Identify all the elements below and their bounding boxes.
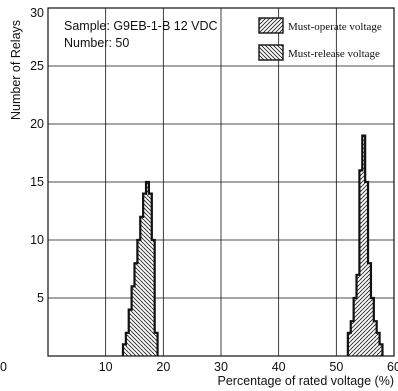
legend-swatch-must-release <box>258 44 284 61</box>
legend-label-must-release: Must-release voltage <box>288 48 380 60</box>
series-must-operate-voltage <box>346 134 384 356</box>
plot-frame <box>47 7 395 357</box>
histogram-bar <box>148 193 152 356</box>
y-tick-label: 20 <box>30 117 44 131</box>
histogram-bar <box>151 240 155 356</box>
y-tick-label: 15 <box>30 175 44 189</box>
histogram-bar <box>373 321 377 356</box>
histogram-bar <box>131 286 135 356</box>
bars-layer <box>121 134 384 356</box>
x-tick-labels: 0 10 20 30 40 50 60 <box>0 360 398 374</box>
y-tick-label: 10 <box>30 233 44 247</box>
histogram-bar <box>359 170 363 356</box>
legend-swatch-must-operate <box>258 17 284 34</box>
histogram-bar <box>143 193 147 356</box>
y-tick-labels: 5 10 15 20 25 30 <box>30 6 44 305</box>
histogram-bar <box>140 216 144 356</box>
histogram-bar <box>376 332 380 356</box>
x-tick-label: 50 <box>329 360 343 374</box>
histogram-bar <box>146 182 149 356</box>
histogram-bar <box>134 263 138 356</box>
histogram-bar <box>362 135 366 356</box>
number-annotation: Number: 50 <box>64 36 129 50</box>
x-axis-label: Percentage of rated voltage (%) <box>218 374 395 388</box>
histogram-outline <box>346 134 384 356</box>
histogram-bar <box>137 240 141 356</box>
legend-label-must-operate: Must-operate voltage <box>288 21 382 33</box>
y-tick-label: 5 <box>37 291 44 305</box>
histogram-bar <box>356 274 360 356</box>
grid-lines <box>48 8 394 356</box>
y-tick-label: 30 <box>30 6 44 20</box>
legend: Must-operate voltage Must-release voltag… <box>258 17 382 61</box>
histogram-bar <box>122 344 126 356</box>
histogram-bar <box>125 332 129 356</box>
x-tick-label: 10 <box>99 360 113 374</box>
histogram-bar <box>370 298 374 356</box>
histogram-bar <box>368 263 371 356</box>
y-tick-label: 25 <box>30 59 44 73</box>
histogram-bar <box>128 309 132 356</box>
sample-annotation: Sample: G9EB-1-B 12 VDC <box>64 19 218 33</box>
x-tick-label: 40 <box>272 360 286 374</box>
histogram-bar <box>353 298 357 356</box>
x-tick-label: 20 <box>156 360 170 374</box>
x-tick-label: 30 <box>214 360 228 374</box>
series-must-release-voltage <box>121 180 159 356</box>
x-tick-label: 0 <box>0 360 7 374</box>
y-axis-label: Number of Relays <box>9 20 23 120</box>
histogram-bar <box>154 332 158 356</box>
histogram-bar <box>347 332 351 356</box>
histogram-bar <box>350 321 354 356</box>
histogram-bar <box>379 344 383 356</box>
histogram-bar <box>365 182 369 356</box>
histogram-outline <box>121 180 159 356</box>
x-tick-label: 60 <box>387 360 398 374</box>
